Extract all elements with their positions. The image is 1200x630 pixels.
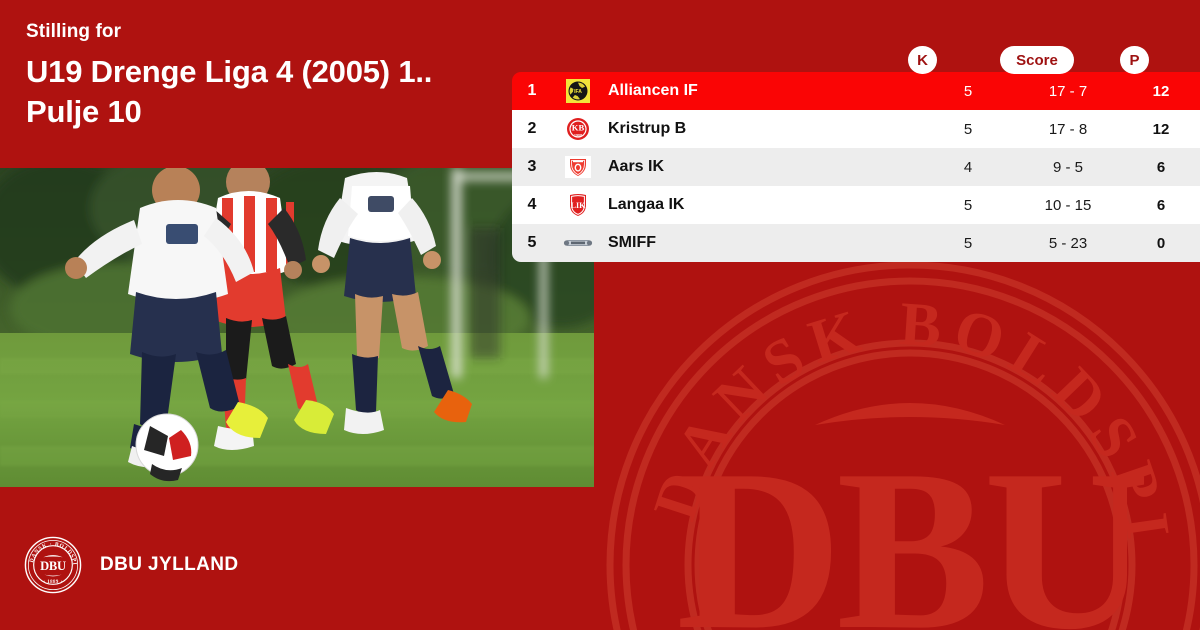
row-matches-played: 5 — [963, 234, 973, 252]
row-matches-played: 4 — [963, 158, 973, 176]
row-points: 0 — [1156, 234, 1166, 252]
row-position: 4 — [527, 196, 537, 213]
svg-text:KB: KB — [572, 123, 585, 133]
footer-brand: DANSK · BOLDSPIL · UNION DBU · 1889 · DB… — [21, 532, 239, 594]
row-matches-played: 5 — [963, 82, 973, 100]
row-team-name: Kristrup B — [608, 120, 687, 137]
table-row[interactable]: 2 KB 1908 Kristrup B 5 17 - 8 12 — [512, 110, 1200, 148]
header-kicker: Stilling for — [26, 21, 122, 42]
row-points: 12 — [1152, 120, 1170, 138]
svg-text:IFA: IFA — [574, 89, 582, 95]
dbu-seal-watermark: DANSK BOLDSPIL UNION DBU — [574, 201, 1200, 630]
column-header-k[interactable]: K — [908, 46, 937, 74]
row-points: 6 — [1156, 196, 1166, 214]
row-position: 3 — [527, 158, 537, 175]
row-team-name: Aars IK — [608, 158, 665, 175]
table-column-headers: K Score P — [512, 46, 1200, 74]
row-position: 1 — [527, 82, 537, 99]
row-points: 6 — [1156, 158, 1166, 176]
table-row[interactable]: 5 SMIFF 5 5 - 23 0 — [512, 224, 1200, 262]
row-goal-score: 17 - 7 — [1048, 82, 1088, 100]
row-goal-score: 17 - 8 — [1048, 120, 1088, 138]
page-title: U19 Drenge Liga 4 (2005) 1.. Pulje 10 — [26, 54, 433, 130]
footer-org-name: DBU JYLLAND — [100, 554, 239, 575]
kristrup-b-crest: KB 1908 — [552, 117, 604, 141]
alliancen-if-crest: IFA — [552, 79, 604, 103]
smiff-crest — [552, 237, 604, 249]
table-row[interactable]: 1 IFA Alliancen IF 5 17 - 7 12 — [512, 72, 1200, 110]
row-position: 2 — [527, 120, 537, 137]
row-goal-score: 9 - 5 — [1052, 158, 1083, 176]
svg-text:· 1889 ·: · 1889 · — [43, 580, 62, 585]
svg-text:1908: 1908 — [574, 133, 582, 137]
row-goal-score: 5 - 23 — [1048, 234, 1088, 252]
row-points: 12 — [1152, 82, 1170, 100]
row-team-name: Alliancen IF — [608, 82, 698, 99]
svg-text:DBU: DBU — [676, 422, 1145, 630]
row-team-name: Langaa IK — [608, 196, 685, 213]
table-row[interactable]: 4 LIK Langaa IK 5 10 - 15 6 — [512, 186, 1200, 224]
row-team-name: SMIFF — [608, 234, 656, 251]
standings-table: 1 IFA Alliancen IF 5 17 - 7 12 2 KB — [512, 72, 1200, 262]
column-header-p[interactable]: P — [1120, 46, 1149, 74]
header-block: Stilling for U19 Drenge Liga 4 (2005) 1.… — [0, 0, 520, 168]
aars-ik-crest — [552, 155, 604, 179]
row-goal-score: 10 - 15 — [1044, 196, 1092, 214]
row-position: 5 — [527, 234, 537, 251]
column-header-score[interactable]: Score — [1000, 46, 1074, 74]
svg-text:DBU: DBU — [40, 559, 66, 573]
dbu-seal-icon: DANSK · BOLDSPIL · UNION DBU · 1889 · — [21, 532, 82, 594]
row-matches-played: 5 — [963, 196, 973, 214]
table-row[interactable]: 3 Aars IK 4 9 - 5 6 — [512, 148, 1200, 186]
row-matches-played: 5 — [963, 120, 973, 138]
svg-text:DANSK BOLDSPIL: DANSK BOLDSPIL — [600, 255, 1184, 553]
langaa-ik-crest: LIK — [552, 192, 604, 218]
svg-text:LIK: LIK — [571, 201, 586, 210]
match-photo — [0, 168, 594, 487]
